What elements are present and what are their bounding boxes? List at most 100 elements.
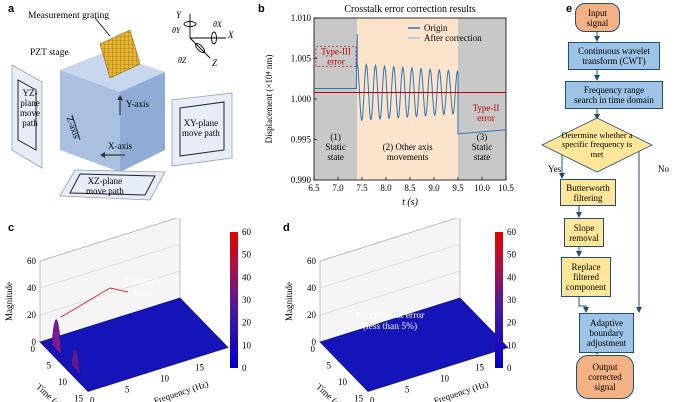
y-tick-label: 0.995 xyxy=(291,135,312,145)
time-tick-label: 0 xyxy=(311,344,316,354)
freq-tick-label: 10 xyxy=(440,374,450,384)
xy-plane xyxy=(171,92,233,167)
y-tick-label: 1.010 xyxy=(291,13,312,23)
region-label: (1) xyxy=(330,132,341,142)
x-tick-label: 9.5 xyxy=(452,183,464,193)
flow-butterworth: Butterworth filtering xyxy=(560,179,616,206)
x-tick-label: 8.5 xyxy=(404,183,416,193)
time-tick-label: 15 xyxy=(354,394,364,402)
region-label: (2) Other axis xyxy=(383,142,433,152)
label-theta-z: θZ xyxy=(178,56,187,65)
time-tick-label: 10 xyxy=(58,377,68,387)
region-3 xyxy=(458,18,506,180)
colorbar-tick-label: 10 xyxy=(507,340,517,350)
colorbar-tick-label: 60 xyxy=(507,227,517,237)
flow-decision: Determine whether a specific frequency is… xyxy=(561,129,633,159)
region-2 xyxy=(357,18,458,180)
panel-label-e: e xyxy=(566,3,573,15)
annotation-box xyxy=(315,46,357,67)
y-tick-label: 0.990 xyxy=(291,175,312,185)
label-xz-path: XZ-plane move path xyxy=(86,176,124,196)
time-tick-label: 10 xyxy=(338,377,348,387)
annotation-arrow xyxy=(109,287,129,293)
annotation-label: (less than 5%) xyxy=(363,321,417,332)
label-pzt-stage: PZT stage xyxy=(30,48,69,58)
grid-line xyxy=(39,270,181,316)
annotation-type-iii: error xyxy=(327,56,345,66)
freq-tick-label: 0 xyxy=(370,396,375,402)
panel-label-d: d xyxy=(283,222,290,234)
x-tick-label: 8.0 xyxy=(380,183,392,193)
z-tick-label: 20 xyxy=(307,310,317,320)
label-yz-path: YZ-plane move path xyxy=(20,88,40,128)
flow-slope-removal: Slope removal xyxy=(564,218,604,247)
label-theta-x: θX xyxy=(213,20,222,29)
legend-label: After correction xyxy=(424,33,482,43)
region-label: Static xyxy=(325,142,346,152)
annotation-label: error xyxy=(134,288,153,298)
annotation-label: Crosstalk xyxy=(125,277,161,287)
legend-label: Origin xyxy=(424,23,448,33)
annotation-type-iii: Type-III xyxy=(321,46,351,56)
surface-peak xyxy=(70,349,81,376)
z-axis-label: Magnitude xyxy=(284,282,294,321)
colorbar-tick-label: 30 xyxy=(242,295,252,305)
freq-tick-label: 5 xyxy=(405,385,410,395)
x-tick-label: 7.0 xyxy=(332,183,344,193)
surface-floor xyxy=(39,297,229,392)
z-tick-label: 0 xyxy=(32,337,37,347)
annotation-arrow xyxy=(60,287,111,318)
region-label: movements xyxy=(387,152,429,162)
label-xy-path: XY-plane move path xyxy=(182,118,220,138)
x-tick-label: 9.0 xyxy=(428,183,440,193)
decision-diamond xyxy=(541,117,653,173)
y-axis-label: Displacement (×10⁴ nm) xyxy=(264,55,274,144)
flow-yes-label: Yes xyxy=(548,164,562,174)
time-tick-label: 5 xyxy=(47,361,52,371)
z-tick-label: 60 xyxy=(307,256,317,266)
z-tick-label: 40 xyxy=(27,283,37,293)
measurement-grating xyxy=(99,29,141,79)
z-tick-label: 20 xyxy=(27,310,37,320)
panel-label-b: b xyxy=(258,3,265,15)
panel-label-a: a xyxy=(8,3,15,15)
colorbar xyxy=(230,232,238,368)
surface-floor xyxy=(319,297,509,392)
panel-a-schematic xyxy=(11,14,233,201)
annotation-label: No crosstalk error xyxy=(356,311,425,321)
z-tick-label: 40 xyxy=(307,283,317,293)
panel-d-surface: No crosstalk error(less than 5%) 0 20 40 60 M… xyxy=(284,218,517,402)
time-tick-label: 0 xyxy=(31,344,36,354)
label-coord-z: Z xyxy=(212,58,218,68)
freq-tick-label: 15 xyxy=(195,363,205,373)
z-tick-label: 60 xyxy=(27,256,37,266)
region-label: state xyxy=(327,152,344,162)
x-tick-label: 10.5 xyxy=(498,183,514,193)
y-tick-label: 1.005 xyxy=(291,54,312,64)
colorbar-tick-label: 20 xyxy=(507,318,517,328)
colorbar-tick-label: 30 xyxy=(507,295,517,305)
surface-peak xyxy=(51,319,62,356)
region-label: state xyxy=(474,152,491,162)
x-tick-label: 7.5 xyxy=(356,183,368,193)
colorbar-tick-label: 50 xyxy=(507,250,517,260)
label-coord-x: X xyxy=(228,30,234,40)
region-label: (3) xyxy=(477,132,488,142)
grid-line xyxy=(39,243,181,289)
colorbar-tick-label: 10 xyxy=(242,340,252,350)
freq-tick-label: 0 xyxy=(90,396,95,402)
colorbar-tick-label: 20 xyxy=(242,318,252,328)
x-axis-label: t (s) xyxy=(402,197,419,208)
z-axis-label: Magnitude xyxy=(4,282,14,321)
label-y-axis: Y-axis xyxy=(126,99,149,109)
cube-left xyxy=(60,70,120,172)
y-tick-label: 1.000 xyxy=(291,94,312,104)
time-tick-label: 5 xyxy=(327,361,332,371)
colorbar xyxy=(495,232,503,368)
panel-c-surface: Crosstalkerror0204060Magnitude051015Time… xyxy=(4,218,252,402)
freq-tick-label: 15 xyxy=(475,363,485,373)
label-theta-y: θY xyxy=(172,26,181,35)
flowchart-connectors xyxy=(541,32,653,355)
flow-adaptive-boundary: Adaptive boundary adjustment xyxy=(579,313,634,353)
